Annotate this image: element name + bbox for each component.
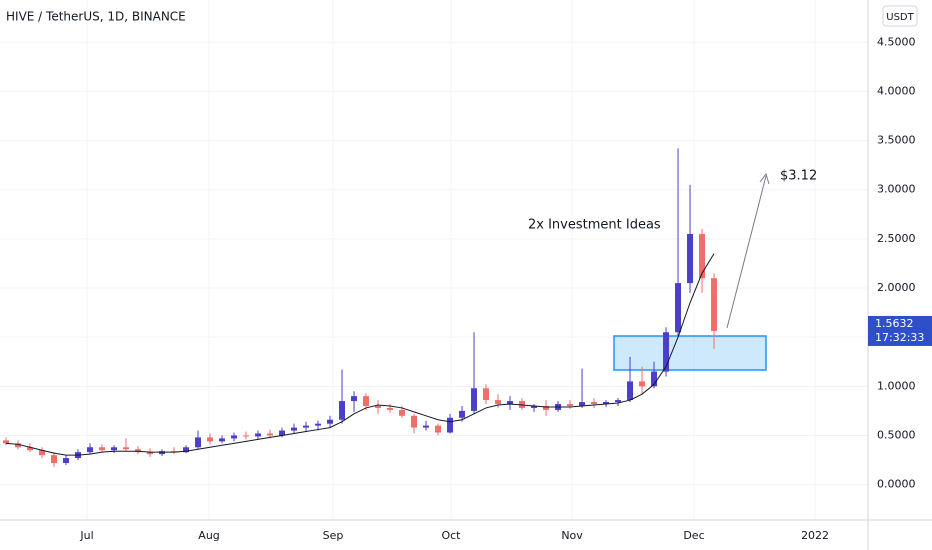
x-tick-label: Dec bbox=[683, 529, 704, 542]
target-label: $3.12 bbox=[780, 169, 817, 184]
candle-body bbox=[447, 417, 454, 433]
candle-body bbox=[423, 425, 430, 428]
x-tick-label: Oct bbox=[441, 529, 461, 542]
candle-body bbox=[111, 447, 118, 451]
candle-body bbox=[351, 396, 358, 402]
x-tick-label: Jul bbox=[79, 529, 93, 542]
candle-body bbox=[483, 388, 490, 401]
candle-body bbox=[123, 447, 130, 450]
currency-box[interactable] bbox=[882, 5, 918, 27]
candle-body bbox=[219, 438, 226, 442]
candle-body bbox=[339, 401, 346, 420]
candle-body bbox=[39, 450, 46, 456]
candle-body bbox=[675, 283, 682, 333]
grid bbox=[0, 0, 868, 520]
candle-body bbox=[15, 443, 22, 448]
y-tick-label: 0.0000 bbox=[877, 478, 916, 491]
last-price: 1.5632 bbox=[875, 317, 914, 330]
candle-body bbox=[255, 433, 262, 437]
support-zone bbox=[613, 335, 767, 371]
candle-body bbox=[279, 430, 286, 436]
y-tick-label: 0.5000 bbox=[877, 428, 916, 441]
candle-body bbox=[243, 435, 250, 437]
y-tick-label: 1.0000 bbox=[877, 379, 916, 392]
countdown: 17:32:33 bbox=[875, 331, 924, 344]
axes: 0.00000.50001.00001.50002.00002.50003.00… bbox=[79, 35, 932, 542]
candle-body bbox=[399, 409, 406, 416]
target-arrow bbox=[726, 175, 767, 329]
candle-body bbox=[27, 447, 34, 451]
candle-body bbox=[87, 447, 94, 453]
y-tick-label: 2.5000 bbox=[877, 232, 916, 245]
candle-body bbox=[99, 447, 106, 451]
candle-body bbox=[639, 381, 646, 387]
candle-body bbox=[663, 332, 670, 372]
candle-body bbox=[207, 437, 214, 442]
x-tick-label: Sep bbox=[323, 529, 344, 542]
candle-body bbox=[315, 423, 322, 426]
candle-body bbox=[63, 458, 70, 463]
y-tick-label: 4.5000 bbox=[877, 35, 916, 48]
candle-body bbox=[363, 396, 370, 406]
candle-body bbox=[303, 425, 310, 428]
candle-body bbox=[291, 427, 298, 431]
candle-body bbox=[495, 400, 502, 405]
candle-body bbox=[387, 407, 394, 410]
candle-body bbox=[327, 419, 334, 424]
candle-body bbox=[567, 404, 574, 406]
candle-body bbox=[3, 440, 10, 444]
y-tick-label: 2.0000 bbox=[877, 281, 916, 294]
chart-title: HIVE / TetherUS, 1D, BINANCE bbox=[6, 10, 186, 24]
candle-body bbox=[51, 455, 58, 463]
price-label-box bbox=[868, 315, 932, 346]
moving-average bbox=[5, 253, 715, 456]
candle-body bbox=[411, 415, 418, 428]
candle-body bbox=[711, 278, 718, 331]
candle-body bbox=[531, 405, 538, 408]
arrow-head bbox=[759, 172, 770, 185]
candle-body bbox=[603, 402, 610, 405]
candle-body bbox=[579, 402, 586, 406]
y-tick-label: 3.5000 bbox=[877, 134, 916, 147]
candle-body bbox=[591, 402, 598, 405]
x-tick-label: Nov bbox=[561, 529, 583, 542]
candle-body bbox=[699, 233, 706, 279]
candle-body bbox=[183, 447, 190, 453]
candle-body bbox=[435, 425, 442, 433]
candle-body bbox=[267, 433, 274, 436]
candle-body bbox=[375, 405, 382, 408]
candle-body bbox=[471, 388, 478, 411]
candle-body bbox=[459, 410, 466, 418]
annotation: 2x Investment Ideas bbox=[528, 218, 661, 233]
candle-body bbox=[687, 233, 694, 284]
y-tick-label: 3.0000 bbox=[877, 183, 916, 196]
candle-body bbox=[507, 401, 514, 405]
candle-body bbox=[543, 405, 550, 410]
y-tick-label: 4.0000 bbox=[877, 84, 916, 97]
x-tick-label: 2022 bbox=[801, 529, 829, 542]
candle-body bbox=[627, 381, 634, 401]
candle-body bbox=[651, 371, 658, 387]
candle-body bbox=[195, 437, 202, 448]
currency: USDT bbox=[886, 12, 914, 23]
candle-body bbox=[615, 400, 622, 403]
candle-body bbox=[147, 452, 154, 455]
candle-body bbox=[231, 435, 238, 439]
x-tick-label: Aug bbox=[198, 529, 219, 542]
plot bbox=[3, 148, 718, 467]
